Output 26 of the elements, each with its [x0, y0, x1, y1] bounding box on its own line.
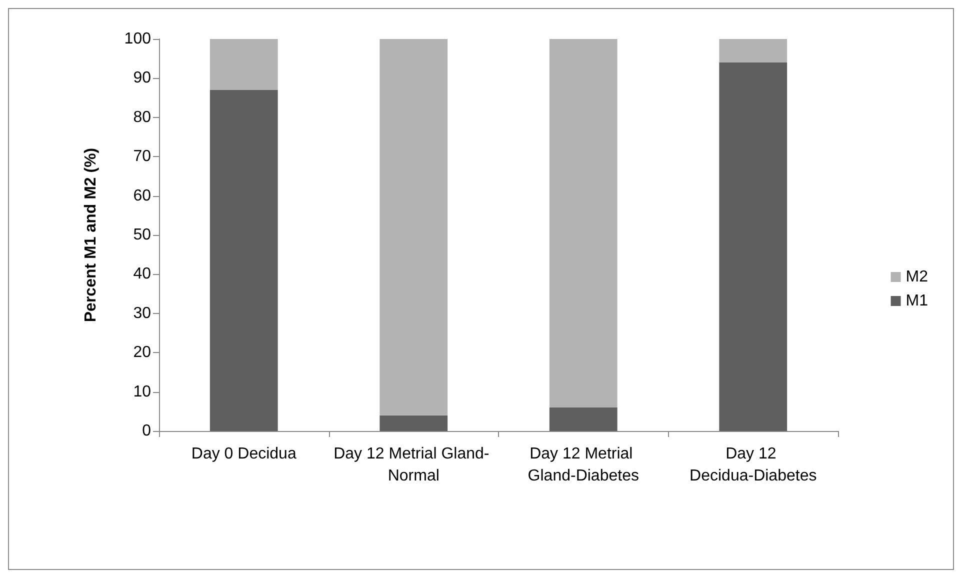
bar	[549, 39, 618, 408]
y-tick-label: 30	[133, 304, 152, 322]
y-tick-label: 50	[133, 226, 152, 244]
y-tick-label: 0	[142, 422, 152, 440]
legend-label: M1	[906, 292, 928, 310]
bar	[549, 407, 618, 431]
bar	[719, 62, 788, 431]
x-tick-label: Day 12 Decidua-Diabetes	[690, 446, 817, 484]
bar	[380, 415, 448, 431]
y-tick-label: 10	[133, 383, 152, 400]
y-axis-title: Percent M1 and M2 (%)	[82, 148, 100, 322]
bar	[210, 39, 278, 90]
y-tick-label: 70	[133, 148, 152, 166]
bar	[719, 39, 788, 63]
legend-label: M2	[906, 268, 928, 286]
y-tick-label: 20	[133, 344, 152, 362]
y-tick-label: 90	[133, 70, 152, 87]
bar	[210, 90, 278, 431]
y-tick-label: 40	[133, 266, 152, 283]
x-tick-label: Day 12 Metrial Gland- Normal	[334, 446, 494, 484]
y-tick-label: 60	[133, 187, 152, 204]
x-tick-label: Day 12 Metrial Gland-Diabetes	[528, 446, 639, 484]
y-tick-label: 80	[133, 108, 152, 126]
x-tick-label: Day 0 Decidua	[191, 446, 296, 462]
bar	[380, 39, 448, 416]
y-tick-label: 100	[124, 30, 152, 48]
